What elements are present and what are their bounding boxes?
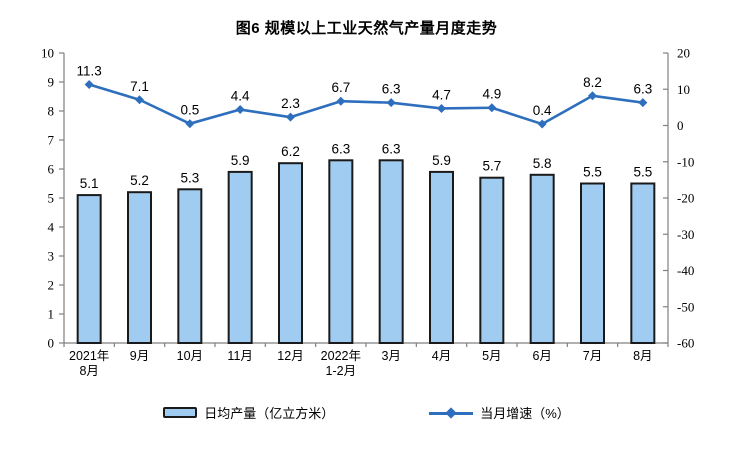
line-series: 11.3 7.1 0.5 4.4 2.3 6.7 6.3 4.7 4.9 0.4 8.2 6.3: [77, 64, 652, 129]
bar-label: 5.9: [432, 153, 451, 168]
right-axis-tick-label: -10: [677, 154, 694, 169]
bar-label: 5.8: [533, 156, 552, 171]
bar-label: 5.9: [231, 153, 250, 168]
line-label: 0.5: [180, 103, 199, 118]
bar-label: 6.3: [382, 141, 401, 156]
line-marker-diamond: [286, 112, 295, 122]
line-swatch-diamond: [445, 406, 457, 419]
line-marker-diamond: [386, 98, 396, 108]
line-marker-diamond: [135, 95, 144, 105]
right-axis-tick-label: -30: [677, 227, 694, 242]
bar-label: 5.5: [633, 165, 652, 180]
left-axis-tick-label: 7: [48, 133, 55, 148]
right-axis-tick-label: 0: [677, 118, 684, 133]
line-marker-diamond: [487, 103, 497, 113]
line-marker-diamond: [638, 98, 648, 108]
line-marker-diamond: [185, 119, 195, 129]
x-axis-label: 11月: [227, 349, 252, 363]
line-label: 4.9: [482, 87, 501, 102]
line-marker-diamond: [235, 105, 245, 115]
legend-item-growth: 当月增速（%）: [429, 403, 570, 422]
bar-label: 6.3: [331, 141, 350, 156]
bar: [630, 182, 656, 344]
left-axis-tick-label: 2: [48, 278, 55, 293]
left-axis-tick-label: 0: [48, 336, 55, 351]
line-label: 0.4: [533, 103, 552, 118]
line-marker-diamond: [588, 91, 597, 101]
line-marker-diamond: [84, 80, 94, 90]
legend-label-growth: 当月增速（%）: [480, 406, 570, 421]
bar: [580, 182, 605, 344]
bar: [328, 159, 354, 344]
bar-label: 6.2: [281, 144, 300, 159]
bar-label: 5.5: [583, 165, 602, 180]
line-label: 2.3: [281, 96, 300, 111]
right-axis-tick-label: -60: [677, 336, 694, 351]
bar-label: 5.1: [80, 176, 99, 191]
x-axis-label: 2022年: [321, 349, 361, 363]
bar-label: 5.2: [130, 173, 149, 188]
bar: [429, 170, 454, 344]
left-axis-tick-label: 8: [48, 104, 55, 119]
line-label: 8.2: [583, 75, 602, 90]
legend-item-production: 日均产量（亿立方米）: [163, 403, 334, 422]
legend: 日均产量（亿立方米） 当月增速（%）: [0, 403, 733, 422]
chart-title: 图6 规模以上工业天然气产量月度走势: [235, 20, 498, 37]
bar: [76, 194, 102, 344]
left-axis-tick-label: 10: [41, 46, 54, 61]
line-label: 6.3: [382, 82, 401, 97]
line-marker-diamond: [336, 96, 346, 106]
bar: [177, 188, 203, 344]
line-label: 6.3: [633, 82, 652, 97]
x-axis-label: 1-2月: [326, 364, 357, 378]
right-axis-tick-label: -20: [677, 191, 694, 206]
right-axis-tick-label: -50: [677, 299, 694, 314]
line-path: [87, 83, 645, 126]
bar: [127, 191, 152, 344]
x-axis-label: 7月: [583, 349, 602, 363]
bar-label: 5.3: [180, 170, 199, 185]
legend-label-production: 日均产量（亿立方米）: [204, 406, 335, 421]
x-axis-label: 9月: [130, 349, 149, 363]
bar: [227, 170, 253, 344]
right-axis-tick-label: 10: [677, 82, 690, 97]
x-axis-label: 4月: [432, 349, 451, 363]
x-axis-label: 8月: [79, 364, 98, 378]
left-axis-tick-label: 3: [48, 249, 55, 264]
x-axis-label: 8月: [633, 349, 652, 363]
bar: [378, 159, 404, 344]
left-axis-tick-label: 9: [48, 75, 55, 90]
x-axis-label: 10月: [177, 349, 203, 363]
line-marker-diamond: [437, 103, 446, 113]
bar-label: 5.7: [482, 159, 501, 174]
x-axis-label: 5月: [482, 349, 501, 363]
left-axis-tick-label: 5: [48, 191, 55, 206]
bar: [479, 176, 505, 344]
line-label: 4.4: [231, 89, 250, 104]
line-swatch-icon: [429, 406, 474, 419]
bar-series: 5.1 5.2 5.3 5.9 6.2 6.3 6.3 5.9 5.7 5.8 5.5 5.5: [76, 141, 656, 344]
bar: [278, 162, 303, 344]
bar: [529, 173, 555, 344]
left-axis-tick-label: 1: [48, 307, 55, 322]
line-label: 6.7: [331, 80, 350, 95]
x-axis-label: 3月: [381, 349, 400, 363]
bar-swatch-icon: [163, 407, 198, 418]
line-label: 4.7: [432, 87, 451, 102]
line-marker-diamond: [537, 119, 547, 129]
x-axis-label: 6月: [532, 349, 551, 363]
right-axis-tick-label: -40: [677, 263, 694, 278]
left-axis-tick-label: 4: [48, 220, 55, 235]
line-label: 7.1: [130, 79, 149, 94]
left-axis-tick-label: 6: [48, 162, 55, 177]
right-axis-tick-label: 20: [677, 46, 690, 61]
x-axis-label: 2021年: [69, 349, 109, 363]
line-label: 11.3: [77, 64, 102, 79]
x-axis-label: 12月: [277, 349, 303, 363]
